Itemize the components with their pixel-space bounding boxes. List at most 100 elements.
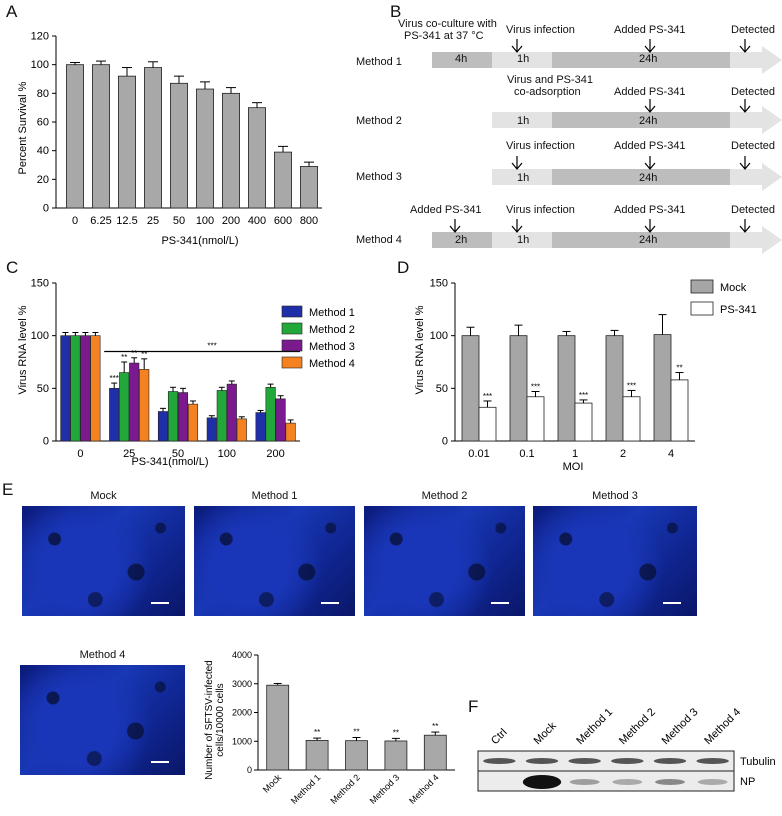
y-tick-label: 50 bbox=[37, 383, 49, 395]
micro-image-method-3 bbox=[533, 506, 697, 616]
y-tick-label: 2000 bbox=[232, 708, 252, 718]
marker-arrow-head bbox=[449, 225, 461, 233]
timeline-segment bbox=[552, 52, 730, 68]
lane-label: Method 2 bbox=[617, 706, 658, 747]
y-tick-label: 4000 bbox=[232, 650, 252, 660]
timeline-b: Method 1 Method 2 Method 3 Method 4 Viru… bbox=[356, 0, 782, 255]
bar bbox=[557, 335, 576, 442]
sig-label: *** bbox=[110, 374, 119, 383]
micro-image-method-1 bbox=[194, 506, 355, 616]
marker-arrow-head bbox=[511, 162, 523, 170]
sig-label: *** bbox=[579, 391, 588, 400]
micro-image-method-4 bbox=[20, 665, 185, 775]
x-tick-label: 2 bbox=[620, 448, 626, 460]
x-tick-label: 100 bbox=[218, 448, 236, 460]
x-tick-label: Mock bbox=[261, 772, 284, 795]
m1-t24h: 24h bbox=[639, 53, 658, 65]
chart-d-ylabel: Virus RNA level % bbox=[414, 305, 426, 394]
bar bbox=[509, 335, 528, 442]
x-tick-label: 50 bbox=[173, 215, 185, 227]
bar bbox=[222, 92, 240, 209]
bar bbox=[266, 684, 290, 771]
y-tick-label: 20 bbox=[37, 174, 49, 186]
x-tick-label: Method 2 bbox=[328, 772, 362, 806]
sig-label: ** bbox=[121, 353, 127, 362]
y-tick-label: 1000 bbox=[232, 736, 252, 746]
timeline-row-4 bbox=[432, 219, 782, 254]
panel-letter-f: F bbox=[468, 697, 479, 716]
bar bbox=[248, 107, 266, 209]
band-np bbox=[522, 775, 562, 789]
sig-label: ** bbox=[676, 364, 682, 373]
img-label-method-1: Method 1 bbox=[251, 490, 298, 502]
timeline-arrowhead bbox=[762, 106, 782, 134]
bar bbox=[139, 369, 150, 442]
legend-swatch bbox=[690, 279, 714, 294]
sig-line-label: *** bbox=[207, 341, 216, 350]
y-tick-label: 0 bbox=[43, 436, 49, 448]
m1-step1-line1: Virus co-culture with bbox=[398, 18, 497, 30]
row-label: NP bbox=[740, 776, 755, 788]
timeline-arrowhead bbox=[762, 226, 782, 254]
bar bbox=[144, 67, 162, 209]
chart-d-xlabel: MOI bbox=[563, 461, 584, 473]
legend-label: Method 3 bbox=[309, 341, 355, 353]
scale-bar bbox=[151, 602, 169, 604]
chart-d: 0 50 100 150 *** 0.01 *** 0.1 *** 1 *** 2 ** 4 MOI Vi… bbox=[414, 278, 757, 474]
micro-image-method-2 bbox=[364, 506, 525, 616]
bar bbox=[461, 335, 480, 442]
timeline-segment bbox=[730, 169, 762, 185]
img-label-mock: Mock bbox=[90, 490, 117, 502]
timeline-segment bbox=[492, 112, 552, 128]
bar bbox=[177, 392, 189, 442]
timeline-segment bbox=[432, 52, 492, 68]
bar bbox=[275, 398, 286, 442]
chart-a: 0 20 40 60 80 100 120 0 6.25 12.5 25 50 100 200 400 600… bbox=[17, 31, 322, 247]
bar bbox=[157, 411, 169, 442]
timeline-segment bbox=[552, 232, 730, 248]
timeline-arrowhead bbox=[762, 163, 782, 191]
row-label: Tubulin bbox=[740, 756, 776, 768]
timeline-segment bbox=[492, 169, 552, 185]
x-tick-label: 0 bbox=[77, 448, 83, 460]
timeline-segment bbox=[492, 52, 552, 68]
bar bbox=[92, 64, 110, 209]
bar bbox=[167, 391, 179, 442]
bar bbox=[206, 417, 217, 442]
x-tick-label: 25 bbox=[147, 215, 159, 227]
panel-letter-c: C bbox=[6, 258, 19, 277]
method-4-label: Method 4 bbox=[356, 234, 402, 246]
x-tick-label: 50 bbox=[172, 448, 184, 460]
m3-t24h: 24h bbox=[639, 172, 658, 184]
panel-letter-b: B bbox=[390, 2, 402, 21]
bar bbox=[226, 383, 237, 442]
timeline-row-3 bbox=[492, 156, 782, 191]
y-tick-label: 100 bbox=[430, 330, 448, 342]
bar bbox=[80, 335, 91, 442]
blot-frame bbox=[477, 750, 735, 772]
m2-coads-1: Virus and PS-341 bbox=[507, 74, 594, 86]
bar bbox=[60, 335, 71, 442]
m1-step1-line2: PS-341 at 37 °C bbox=[404, 30, 484, 42]
method-2-label: Method 2 bbox=[356, 115, 402, 127]
m4-t1h: 1h bbox=[517, 234, 530, 246]
sig-label: ** bbox=[393, 728, 399, 737]
bar bbox=[574, 402, 593, 442]
timeline-segment bbox=[432, 232, 492, 248]
lane-label: Mock bbox=[532, 720, 559, 747]
x-tick-label: 12.5 bbox=[116, 215, 137, 227]
y-tick-label: 0 bbox=[43, 203, 49, 215]
marker-arrow-head bbox=[511, 225, 523, 233]
bar bbox=[526, 396, 545, 442]
panel-letter-d: D bbox=[397, 258, 410, 277]
sig-label: ** bbox=[432, 722, 438, 731]
legend-label: Method 1 bbox=[309, 307, 355, 319]
marker-arrow-head bbox=[644, 45, 656, 53]
legend-swatch bbox=[281, 305, 303, 318]
x-tick-label: 25 bbox=[123, 448, 135, 460]
bar bbox=[300, 166, 318, 209]
bar bbox=[285, 422, 296, 442]
timeline-arrowhead bbox=[762, 46, 782, 74]
sig-label: *** bbox=[531, 382, 540, 391]
m2-t1h: 1h bbox=[517, 115, 530, 127]
